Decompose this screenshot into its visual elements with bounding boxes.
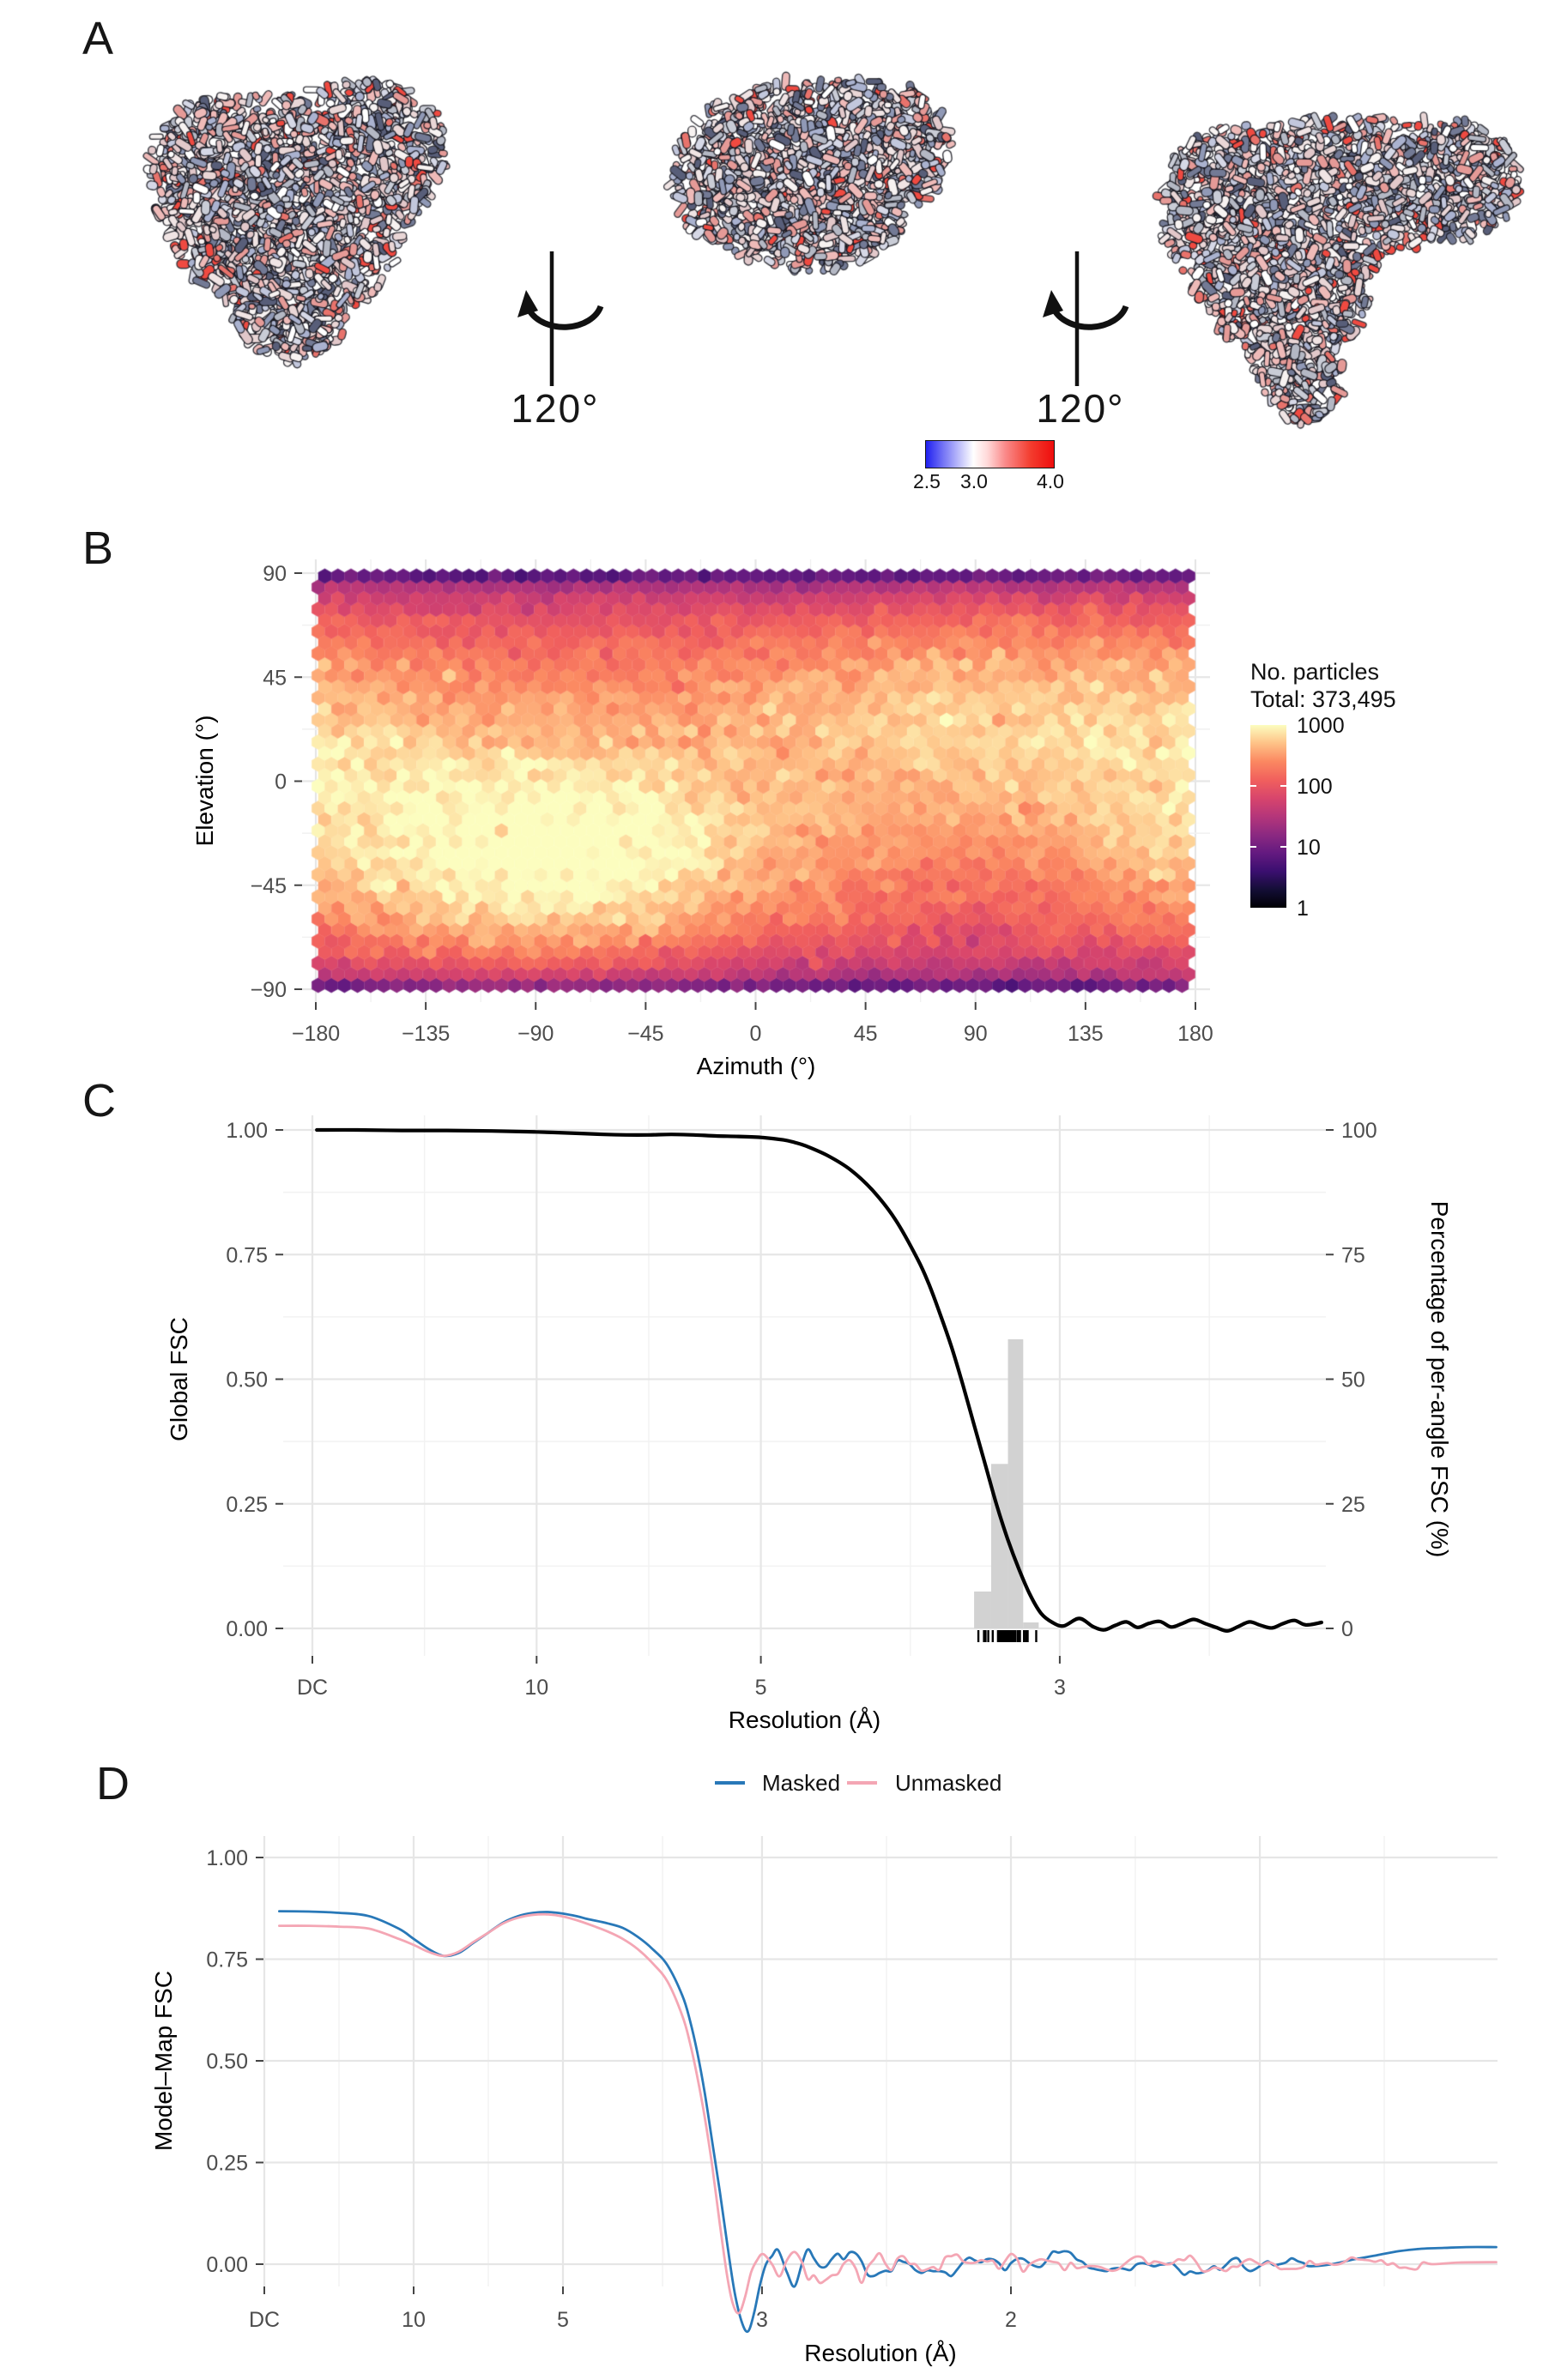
rotation-angle-label: 120° [1036, 386, 1124, 431]
rotation-arrowhead [1043, 290, 1063, 317]
y-tick-label: −45 [251, 874, 287, 898]
x-axis-title: Resolution (Å) [804, 2340, 956, 2366]
panel-c-label: C [82, 1075, 118, 1127]
x-tick-label: DC [297, 1676, 328, 1700]
y-left-axis-title: Global FSC [166, 1317, 192, 1441]
hexbin-legend-tick-mark [1250, 784, 1256, 787]
y-tick-label: 0.00 [206, 2253, 248, 2277]
x-tick-label: 0 [750, 1022, 762, 1046]
legend-label-masked: Masked [762, 1770, 840, 1796]
x-tick-label: 10 [402, 2308, 426, 2332]
colorbar-tick: 3.0 [960, 470, 988, 492]
y-right-tick-label: 75 [1341, 1243, 1365, 1267]
y-tick-label: 0.75 [206, 1948, 248, 1972]
y-tick-label: 0.25 [206, 2152, 248, 2176]
model-map-fsc-chart: DC 10 5 3 2 1.00 0.75 0.50 0.25 0.00 Resolution (Å… [150, 1770, 1498, 2366]
x-tick-label: −90 [517, 1022, 554, 1046]
density-map-view-1 [73, 26, 541, 386]
y-axis-title: Model–Map FSC [150, 1971, 177, 2151]
hexbin-legend-tick-mark [1280, 784, 1286, 787]
y-left-tick-label: 0.00 [226, 1617, 268, 1641]
y-right-tick-label: 25 [1341, 1493, 1365, 1517]
x-tick-label: 135 [1068, 1022, 1104, 1046]
y-left-tick-label: 1.00 [226, 1119, 268, 1143]
legend-label-unmasked: Unmasked [895, 1770, 1001, 1796]
y-tick-label: 0.50 [206, 2050, 248, 2074]
y-tick-label: 1.00 [206, 1846, 248, 1870]
hexbin-legend-total: Total: 373,495 [1250, 686, 1396, 712]
hexbin-legend-tick-label: 100 [1297, 774, 1333, 799]
per-angle-fsc-histogram-bar [1023, 1622, 1039, 1628]
rotation-arrowhead [517, 290, 538, 317]
x-axis-title: Resolution (Å) [729, 1706, 880, 1733]
y-tick-label: 90 [263, 562, 287, 586]
x-tick-label: −135 [402, 1022, 450, 1046]
panel-d-label: D [96, 1758, 131, 1809]
global-fsc-curve [315, 1127, 1323, 1633]
density-map-view-3 [1068, 47, 1549, 442]
x-tick-label: 45 [854, 1022, 878, 1046]
y-right-axis-title: Percentage of per-angle FSC (%) [1426, 1201, 1453, 1558]
x-tick-label: −45 [627, 1022, 663, 1046]
hexbin-legend-tick-mark [1250, 846, 1256, 848]
y-tick-label: −90 [251, 978, 287, 1002]
y-left-tick-label: 0.25 [226, 1493, 268, 1517]
x-tick-label: −180 [292, 1022, 340, 1046]
x-tick-label: 2 [1005, 2308, 1017, 2332]
y-right-tick-label: 0 [1341, 1617, 1353, 1641]
density-map-view-2 [639, 30, 983, 292]
x-tick-label: 5 [557, 2308, 569, 2332]
hexbin-legend-tick-label: 1000 [1297, 714, 1345, 738]
y-tick-label: 0 [275, 770, 287, 794]
per-angle-fsc-histogram-bar [1007, 1339, 1024, 1628]
x-tick-label: 180 [1177, 1022, 1213, 1046]
rotation-angle-label: 120° [511, 386, 599, 431]
x-tick-label: 3 [756, 2308, 768, 2332]
x-axis-title: Azimuth (°) [697, 1053, 816, 1079]
x-tick-label: 90 [964, 1022, 988, 1046]
y-right-tick-label: 100 [1341, 1119, 1377, 1143]
rotation-arc [1052, 305, 1129, 330]
x-tick-label: 10 [524, 1676, 548, 1700]
per-angle-fsc-histogram-bar [974, 1592, 991, 1628]
hexbin-legend-tick-label: 10 [1297, 836, 1321, 860]
hexbin-legend-tick-mark [1280, 846, 1286, 848]
hexbin-legend-colorbar [1250, 725, 1286, 908]
orientation-hexbin-plot [292, 549, 1219, 1012]
x-tick-label: 5 [755, 1676, 767, 1700]
y-left-tick-label: 0.50 [226, 1368, 268, 1392]
local-resolution-colorbar [925, 440, 1055, 468]
y-axis-title: Elevation (°) [191, 716, 218, 847]
y-right-tick-label: 50 [1341, 1368, 1365, 1392]
x-tick-label: DC [249, 2308, 280, 2332]
y-left-tick-label: 0.75 [226, 1243, 268, 1267]
rotation-arc [527, 305, 604, 330]
colorbar-tick: 4.0 [1037, 470, 1064, 492]
model-map-fsc-curve-unmasked [278, 1912, 1498, 2315]
y-tick-label: 45 [263, 666, 287, 690]
panel-b-label: B [82, 523, 116, 574]
global-fsc-chart: DC 10 5 3 1.00 0.75 0.50 0.25 0.00 100 75 50 25 0 Reso… [166, 1115, 1453, 1733]
hexbin-legend-title: No. particles [1250, 659, 1380, 685]
model-map-fsc-curve-masked [278, 1910, 1498, 2334]
colorbar-tick: 2.5 [913, 470, 941, 492]
hexbin-legend-tick-label: 1 [1297, 897, 1309, 921]
rotation-symbols-overlay: 120° 120° [511, 251, 1129, 431]
x-tick-label: 3 [1054, 1676, 1066, 1700]
